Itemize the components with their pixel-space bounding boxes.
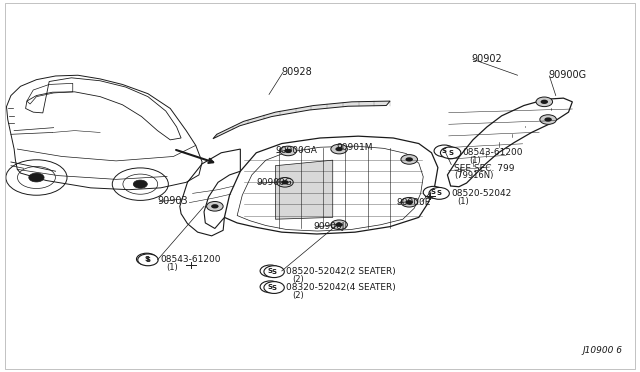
Circle shape [133, 180, 147, 188]
Polygon shape [275, 160, 333, 219]
Circle shape [536, 97, 552, 107]
Circle shape [264, 266, 284, 278]
Text: S: S [448, 150, 453, 156]
Circle shape [284, 149, 292, 153]
Circle shape [280, 146, 296, 156]
Text: 90900G: 90900G [548, 70, 586, 80]
Circle shape [331, 220, 348, 230]
Text: SEE SEC. 799: SEE SEC. 799 [454, 164, 515, 173]
Circle shape [136, 253, 157, 265]
Circle shape [401, 198, 417, 207]
Text: (2): (2) [292, 291, 305, 300]
Text: 90900G: 90900G [256, 178, 292, 187]
Circle shape [260, 265, 280, 277]
Text: 90901M: 90901M [336, 143, 372, 152]
Text: 90903: 90903 [157, 196, 188, 206]
Text: 08520-52042(2 SEATER): 08520-52042(2 SEATER) [286, 267, 396, 276]
Text: J10900 6: J10900 6 [582, 346, 623, 355]
Text: 08320-52042(4 SEATER): 08320-52042(4 SEATER) [286, 283, 396, 292]
Circle shape [29, 173, 44, 182]
Text: 90900J: 90900J [314, 222, 345, 231]
Text: S: S [268, 268, 273, 274]
Text: S: S [271, 285, 276, 291]
Circle shape [540, 115, 556, 124]
Text: S: S [271, 269, 276, 275]
Circle shape [276, 177, 293, 187]
Circle shape [429, 187, 449, 199]
Circle shape [264, 282, 284, 294]
Circle shape [440, 147, 461, 159]
Polygon shape [213, 101, 390, 139]
Circle shape [423, 186, 444, 198]
Text: S: S [436, 190, 442, 196]
Text: S: S [145, 257, 150, 263]
Circle shape [401, 155, 417, 164]
Text: S: S [431, 189, 436, 195]
Text: 90902: 90902 [472, 54, 502, 64]
Circle shape [335, 222, 343, 227]
Circle shape [545, 118, 552, 122]
Text: S: S [442, 148, 447, 154]
Circle shape [406, 200, 413, 204]
Text: 90900E: 90900E [396, 198, 431, 207]
Circle shape [207, 202, 223, 211]
Text: (2): (2) [292, 275, 305, 284]
Text: (1): (1) [166, 263, 178, 272]
Text: (1): (1) [458, 197, 469, 206]
Text: 08520-52042: 08520-52042 [451, 189, 511, 198]
Circle shape [541, 100, 548, 104]
Text: S: S [144, 256, 149, 262]
Circle shape [260, 281, 280, 293]
Text: 90900GA: 90900GA [275, 147, 317, 155]
Circle shape [211, 204, 219, 208]
Text: (1): (1) [469, 156, 481, 166]
Text: 08543-61200: 08543-61200 [463, 148, 524, 157]
Circle shape [138, 254, 158, 266]
Text: 90928: 90928 [282, 67, 312, 77]
Text: (79916N): (79916N) [454, 171, 493, 180]
Circle shape [281, 180, 289, 185]
Text: S: S [268, 284, 273, 290]
Circle shape [434, 145, 454, 157]
Circle shape [406, 157, 413, 161]
Circle shape [335, 147, 343, 151]
Circle shape [331, 144, 348, 154]
Text: 08543-61200: 08543-61200 [160, 255, 221, 264]
